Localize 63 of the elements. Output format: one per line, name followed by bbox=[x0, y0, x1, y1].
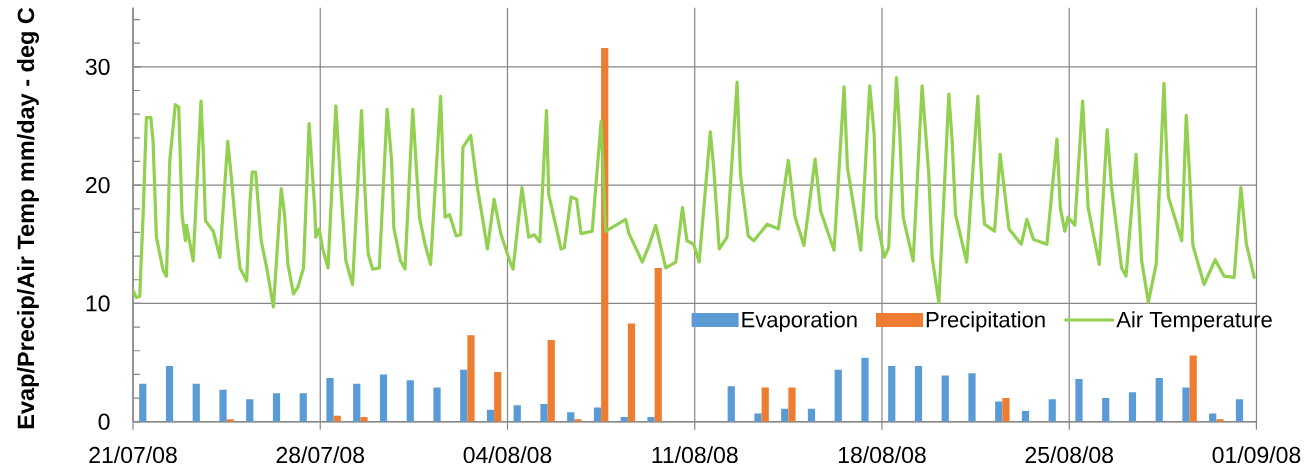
y-tick-label: 10 bbox=[86, 295, 110, 312]
y-tick-label: 30 bbox=[85, 58, 110, 75]
bar bbox=[941, 375, 949, 422]
bar bbox=[1002, 398, 1010, 422]
bar bbox=[1209, 413, 1217, 422]
bar bbox=[460, 369, 468, 422]
bar bbox=[995, 401, 1003, 422]
bar bbox=[888, 366, 896, 422]
x-tick-label: 18/08/08 bbox=[838, 446, 926, 464]
bar bbox=[1021, 411, 1030, 422]
bar bbox=[1102, 398, 1110, 422]
bar bbox=[547, 340, 555, 422]
bar bbox=[379, 374, 388, 422]
x-tick-label: 25/08/08 bbox=[1025, 446, 1113, 464]
bar bbox=[727, 386, 735, 422]
x-tick-label: 01/09/08 bbox=[1212, 446, 1301, 464]
legend-label: Evaporation bbox=[742, 311, 857, 332]
bar bbox=[360, 416, 368, 422]
bar bbox=[246, 399, 254, 422]
bar bbox=[968, 373, 976, 422]
bar bbox=[1155, 377, 1163, 422]
bar bbox=[494, 372, 502, 422]
bar bbox=[761, 387, 769, 422]
y-tick-label: 20 bbox=[86, 176, 110, 194]
y-tick-label: 0 bbox=[98, 413, 110, 430]
x-tick-label: 21/07/08 bbox=[89, 446, 177, 464]
bar bbox=[1216, 419, 1224, 422]
bar bbox=[219, 389, 227, 422]
x-tick-label: 28/07/08 bbox=[276, 446, 364, 464]
bar bbox=[299, 393, 307, 422]
bar bbox=[1048, 399, 1056, 422]
bar bbox=[326, 377, 334, 422]
legend-label: Precipitation bbox=[926, 311, 1045, 332]
bar bbox=[627, 323, 636, 422]
bar bbox=[1235, 399, 1244, 422]
bar bbox=[567, 412, 575, 422]
bar bbox=[574, 419, 582, 422]
bar bbox=[540, 403, 548, 422]
bar bbox=[914, 366, 923, 422]
bar bbox=[192, 383, 200, 422]
bar bbox=[467, 335, 475, 422]
x-tick-label: 04/08/08 bbox=[463, 446, 552, 464]
bar bbox=[165, 366, 174, 422]
x-tick-label: 11/08/08 bbox=[652, 446, 738, 464]
legend-label: Air Temperature bbox=[1116, 311, 1272, 332]
bar bbox=[272, 393, 281, 422]
bar bbox=[861, 357, 869, 422]
bar bbox=[513, 405, 521, 422]
bar bbox=[406, 380, 414, 422]
bar bbox=[834, 369, 842, 422]
bar bbox=[139, 383, 147, 422]
bar bbox=[754, 413, 762, 422]
bar bbox=[647, 416, 655, 422]
bar bbox=[1128, 392, 1137, 422]
bar bbox=[353, 383, 361, 422]
y-axis-title: Evap/Precip/Air Temp mm/day - deg C bbox=[16, 7, 39, 429]
bar bbox=[1189, 355, 1197, 422]
bar bbox=[433, 387, 441, 422]
bar bbox=[788, 387, 796, 422]
bar bbox=[1075, 379, 1083, 422]
bar bbox=[654, 267, 662, 422]
bar bbox=[1182, 387, 1190, 422]
bar bbox=[486, 409, 495, 422]
